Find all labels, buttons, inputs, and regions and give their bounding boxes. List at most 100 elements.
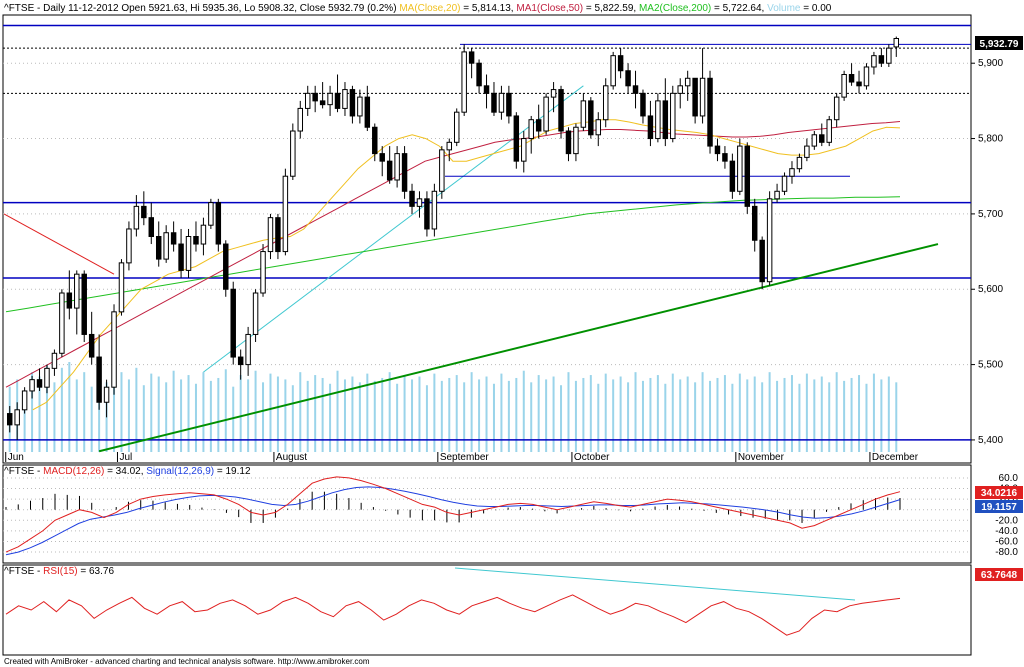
volume-bar: [500, 373, 503, 452]
candle-body: [267, 217, 274, 253]
volume-bar: [306, 380, 309, 452]
volume-bar: [560, 385, 563, 452]
candle-body: [655, 100, 661, 140]
candle-body: [141, 205, 147, 219]
volume-bar: [202, 372, 205, 452]
candle-body: [81, 273, 87, 335]
candle-body: [602, 85, 609, 121]
candle-body: [476, 62, 482, 87]
volume-bar: [649, 377, 652, 452]
rsi-trendline: [454, 567, 856, 601]
candle-body: [133, 205, 140, 230]
volume-bar: [478, 379, 481, 452]
volume-bar: [150, 373, 153, 452]
macd-tick-label: 60.0: [999, 473, 1019, 484]
volume-bar: [761, 382, 764, 452]
candle-body: [416, 198, 423, 207]
volume-bar: [358, 382, 361, 452]
date-axis: Jun Jul August September October November Dece…: [5, 452, 919, 463]
candle-body: [483, 85, 490, 94]
candle-body: [59, 292, 65, 354]
volume-bar: [351, 376, 354, 452]
volume-bar: [83, 372, 86, 452]
macd-tick-label: -60.0: [995, 536, 1018, 547]
candle-body: [237, 356, 244, 366]
volume-bar: [60, 367, 63, 452]
candle-body: [44, 367, 50, 388]
red-trendline: [3, 213, 115, 275]
volume-bar: [790, 375, 793, 452]
candle-body: [588, 100, 594, 136]
candle-body: [349, 89, 356, 117]
volume-bar: [269, 373, 272, 452]
volume-bar: [187, 375, 190, 452]
volume-bar: [858, 375, 861, 452]
price-tick-label: 5,800: [978, 134, 1003, 145]
candle-body: [118, 262, 125, 313]
price-tick-label: 5,700: [978, 209, 1003, 220]
candle-body: [185, 236, 192, 271]
candle-body: [692, 77, 698, 117]
volume-bar: [314, 375, 317, 452]
candle-body: [170, 232, 177, 245]
volume-bar: [619, 376, 622, 452]
volume-bar: [403, 375, 406, 452]
volume-bar: [843, 380, 846, 452]
volume-bar: [194, 383, 197, 452]
moving-averages: [5, 119, 901, 411]
volume-bar: [627, 382, 630, 452]
candle-body: [506, 92, 512, 117]
candle-body: [789, 168, 795, 177]
candle-body: [372, 126, 378, 155]
date-tick-label: Jun: [8, 452, 24, 463]
volume-bar: [321, 377, 324, 452]
candle-body: [759, 239, 765, 283]
volume-bar: [440, 380, 443, 452]
volume-bar: [701, 372, 704, 452]
candle-body: [74, 273, 80, 309]
candle-body: [409, 190, 415, 207]
candle-body: [677, 85, 683, 94]
volume-bar: [656, 375, 659, 452]
volume-bar: [463, 382, 466, 452]
volume-bar: [38, 376, 41, 452]
macd-tick-label: 20.0: [999, 494, 1019, 505]
candle-body: [379, 153, 385, 162]
volume-bar: [433, 373, 436, 452]
candle-body: [848, 74, 855, 83]
candle-body: [148, 217, 155, 237]
volume-bar: [45, 364, 48, 452]
macd-axis: 60.040.020.0-20.0-40.0-60.0-80.0: [995, 473, 1018, 558]
date-tick-label: October: [574, 452, 610, 463]
volume-bar: [813, 379, 816, 452]
candle-body: [223, 243, 229, 290]
candle-body: [6, 413, 13, 426]
candle-body: [252, 292, 259, 335]
candle-body: [342, 89, 348, 109]
cyan-trendline: [203, 85, 584, 373]
macd-header: ^FTSE - MACD(12,26) = 34.02, Signal(12,2…: [4, 466, 251, 477]
candle-body: [386, 160, 393, 181]
candle-body: [215, 202, 222, 245]
candle-body: [364, 96, 371, 128]
volume-bar: [247, 379, 250, 452]
candle-body: [36, 379, 43, 388]
candle-body: [178, 243, 184, 271]
svg-text:63.7648: 63.7648: [981, 570, 1018, 581]
volume-bar: [425, 385, 428, 452]
candle-body: [513, 115, 520, 162]
volume-bar: [887, 376, 890, 452]
volume-bar: [507, 380, 510, 452]
volume-bar: [612, 379, 615, 452]
candle-body: [439, 149, 445, 192]
volume-bar: [850, 377, 853, 452]
volume-bar: [552, 376, 555, 452]
candle-body: [290, 130, 296, 177]
candle-body: [394, 153, 400, 181]
candle-body: [811, 134, 818, 147]
macd-tick-label: -80.0: [995, 547, 1018, 558]
candle-body: [535, 119, 542, 132]
volume-bar: [172, 370, 175, 452]
volume-bar: [880, 379, 883, 452]
volume-bar: [142, 385, 145, 452]
